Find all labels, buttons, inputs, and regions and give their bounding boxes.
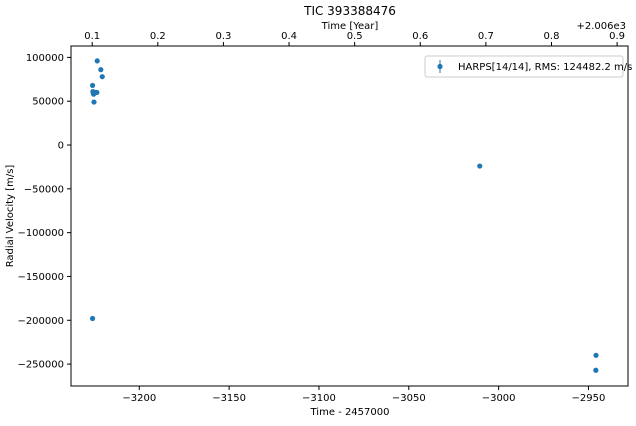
y-tick-label: −150000 xyxy=(17,272,64,283)
top-x-tick-label: 0.1 xyxy=(84,31,100,42)
y-tick-label: −50000 xyxy=(24,184,64,195)
data-point xyxy=(94,89,100,96)
top-x-tick-label: 0.6 xyxy=(412,31,428,42)
x-tick-label: −3100 xyxy=(302,393,336,404)
x-tick-label: −3200 xyxy=(122,393,156,404)
legend-marker xyxy=(437,63,443,70)
x-tick-label: −3000 xyxy=(482,393,516,404)
y-axis-ticks: 100000 50000 0 −50000 −100000 −150000 −200000 −… xyxy=(17,53,71,371)
chart-title: TIC 393388476 xyxy=(303,4,396,18)
y-tick-label: 50000 xyxy=(32,97,64,108)
x-tick-label: −3150 xyxy=(212,393,246,404)
legend-box xyxy=(424,55,624,78)
data-point xyxy=(477,163,483,169)
top-x-tick-label: 0.4 xyxy=(281,31,297,42)
legend: HARPS[14/14], RMS: 124482.2 m/s xyxy=(424,55,632,78)
data-point xyxy=(91,99,97,105)
data-point xyxy=(99,74,105,80)
top-x-axis-ticks: 0.1 0.2 0.3 0.4 0.5 0.6 0.7 0.8 0.9 xyxy=(84,31,625,46)
data-point xyxy=(94,58,100,64)
y-axis-label: Radial Velocity [m/s] xyxy=(5,165,16,268)
data-point xyxy=(593,352,599,358)
y-tick-label: −250000 xyxy=(17,360,64,371)
x-axis-ticks: −3200 −3150 −3100 −3050 −3000 −2950 xyxy=(122,386,605,404)
top-x-axis-label: Time [Year] xyxy=(321,21,379,32)
data-point xyxy=(593,367,599,373)
plot-frame xyxy=(70,45,629,387)
data-point xyxy=(89,315,96,322)
top-x-tick-label: 0.8 xyxy=(544,31,560,42)
y-tick-label: −100000 xyxy=(17,228,64,239)
top-x-tick-label: 0.2 xyxy=(150,31,166,42)
top-x-tick-label: 0.5 xyxy=(347,31,363,42)
data-points xyxy=(89,58,599,373)
top-x-tick-label: 0.3 xyxy=(215,31,231,42)
y-tick-label: −200000 xyxy=(17,316,64,327)
y-tick-label: 0 xyxy=(58,141,64,152)
top-x-tick-label: 0.9 xyxy=(609,31,625,42)
x-tick-label: −3050 xyxy=(392,393,426,404)
x-tick-label: −2950 xyxy=(572,393,606,404)
legend-label: HARPS[14/14], RMS: 124482.2 m/s xyxy=(458,62,632,73)
data-point xyxy=(98,67,104,73)
data-point xyxy=(89,82,96,89)
y-tick-label: 100000 xyxy=(26,53,64,64)
top-axis-offset-label: +2.006e3 xyxy=(576,21,626,32)
top-x-tick-label: 0.7 xyxy=(478,31,494,42)
x-axis-label: Time - 2457000 xyxy=(310,407,390,418)
